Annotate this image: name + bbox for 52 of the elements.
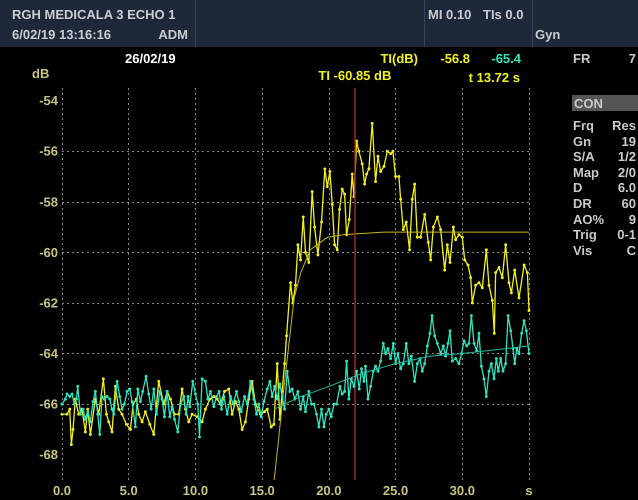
y-tick-label: -56 — [39, 144, 58, 159]
text: C — [626, 242, 636, 258]
y-tick-label: -64 — [39, 346, 59, 362]
y-tick-label: -68 — [39, 447, 58, 462]
text: Gn — [573, 134, 592, 149]
x-tick-label: 30.0 — [450, 483, 475, 498]
text: MI 0.10 — [428, 7, 472, 22]
line-series — [274, 345, 530, 410]
text: RGH MEDICALA 3 ECHO 1 — [12, 7, 176, 22]
text: 6/02/19 13:16:16 — [12, 27, 112, 42]
y-tick-label: -60 — [39, 244, 58, 260]
text: DR — [573, 196, 592, 211]
text: -65.4 — [491, 51, 521, 66]
text: TIs 0.0 — [483, 7, 524, 22]
text: Trig — [573, 227, 597, 242]
text: CON — [574, 96, 603, 111]
y-tick-label: -58 — [39, 194, 58, 210]
text: 6.0 — [618, 180, 636, 196]
line-series — [274, 232, 530, 480]
text: -56.8 — [440, 51, 470, 66]
x-tick-label: 20.0 — [316, 483, 342, 498]
text: 9 — [628, 212, 636, 227]
text: D — [573, 180, 582, 196]
x-tick-label: 15.0 — [249, 483, 275, 498]
text: 0-1 — [617, 227, 636, 242]
x-tick-label: 25.0 — [382, 483, 408, 498]
text: Gyn — [535, 27, 560, 42]
text: S/A — [573, 149, 595, 164]
text: Frq — [573, 118, 594, 133]
text: t 13.72 s — [468, 70, 520, 85]
text: AO% — [573, 212, 604, 227]
text: FR — [573, 51, 590, 66]
y-axis-title: dB — [32, 66, 50, 81]
text: 26/02/19 — [125, 51, 176, 66]
x-tick-label: 10.0 — [182, 483, 208, 498]
text: TI(dB) — [380, 51, 418, 66]
text: ADM — [158, 27, 188, 42]
text: 7 — [628, 51, 636, 66]
y-tick-label: -54 — [39, 93, 59, 108]
y-tick-label: -62 — [39, 295, 58, 310]
text: Res — [612, 118, 636, 133]
x-tick-label: 0.0 — [52, 483, 72, 498]
x-tick-label: 5.0 — [120, 483, 138, 498]
text: Vis — [573, 242, 592, 258]
y-tick-label: -66 — [39, 396, 58, 412]
text: 1/2 — [618, 149, 636, 164]
text: 2/0 — [618, 164, 636, 180]
x-tick-label: s — [525, 483, 533, 498]
text: Map — [573, 164, 599, 180]
ref-line-label: TI -60.85 dB — [318, 68, 392, 83]
text: 19 — [622, 134, 636, 149]
text: 60 — [622, 196, 636, 211]
